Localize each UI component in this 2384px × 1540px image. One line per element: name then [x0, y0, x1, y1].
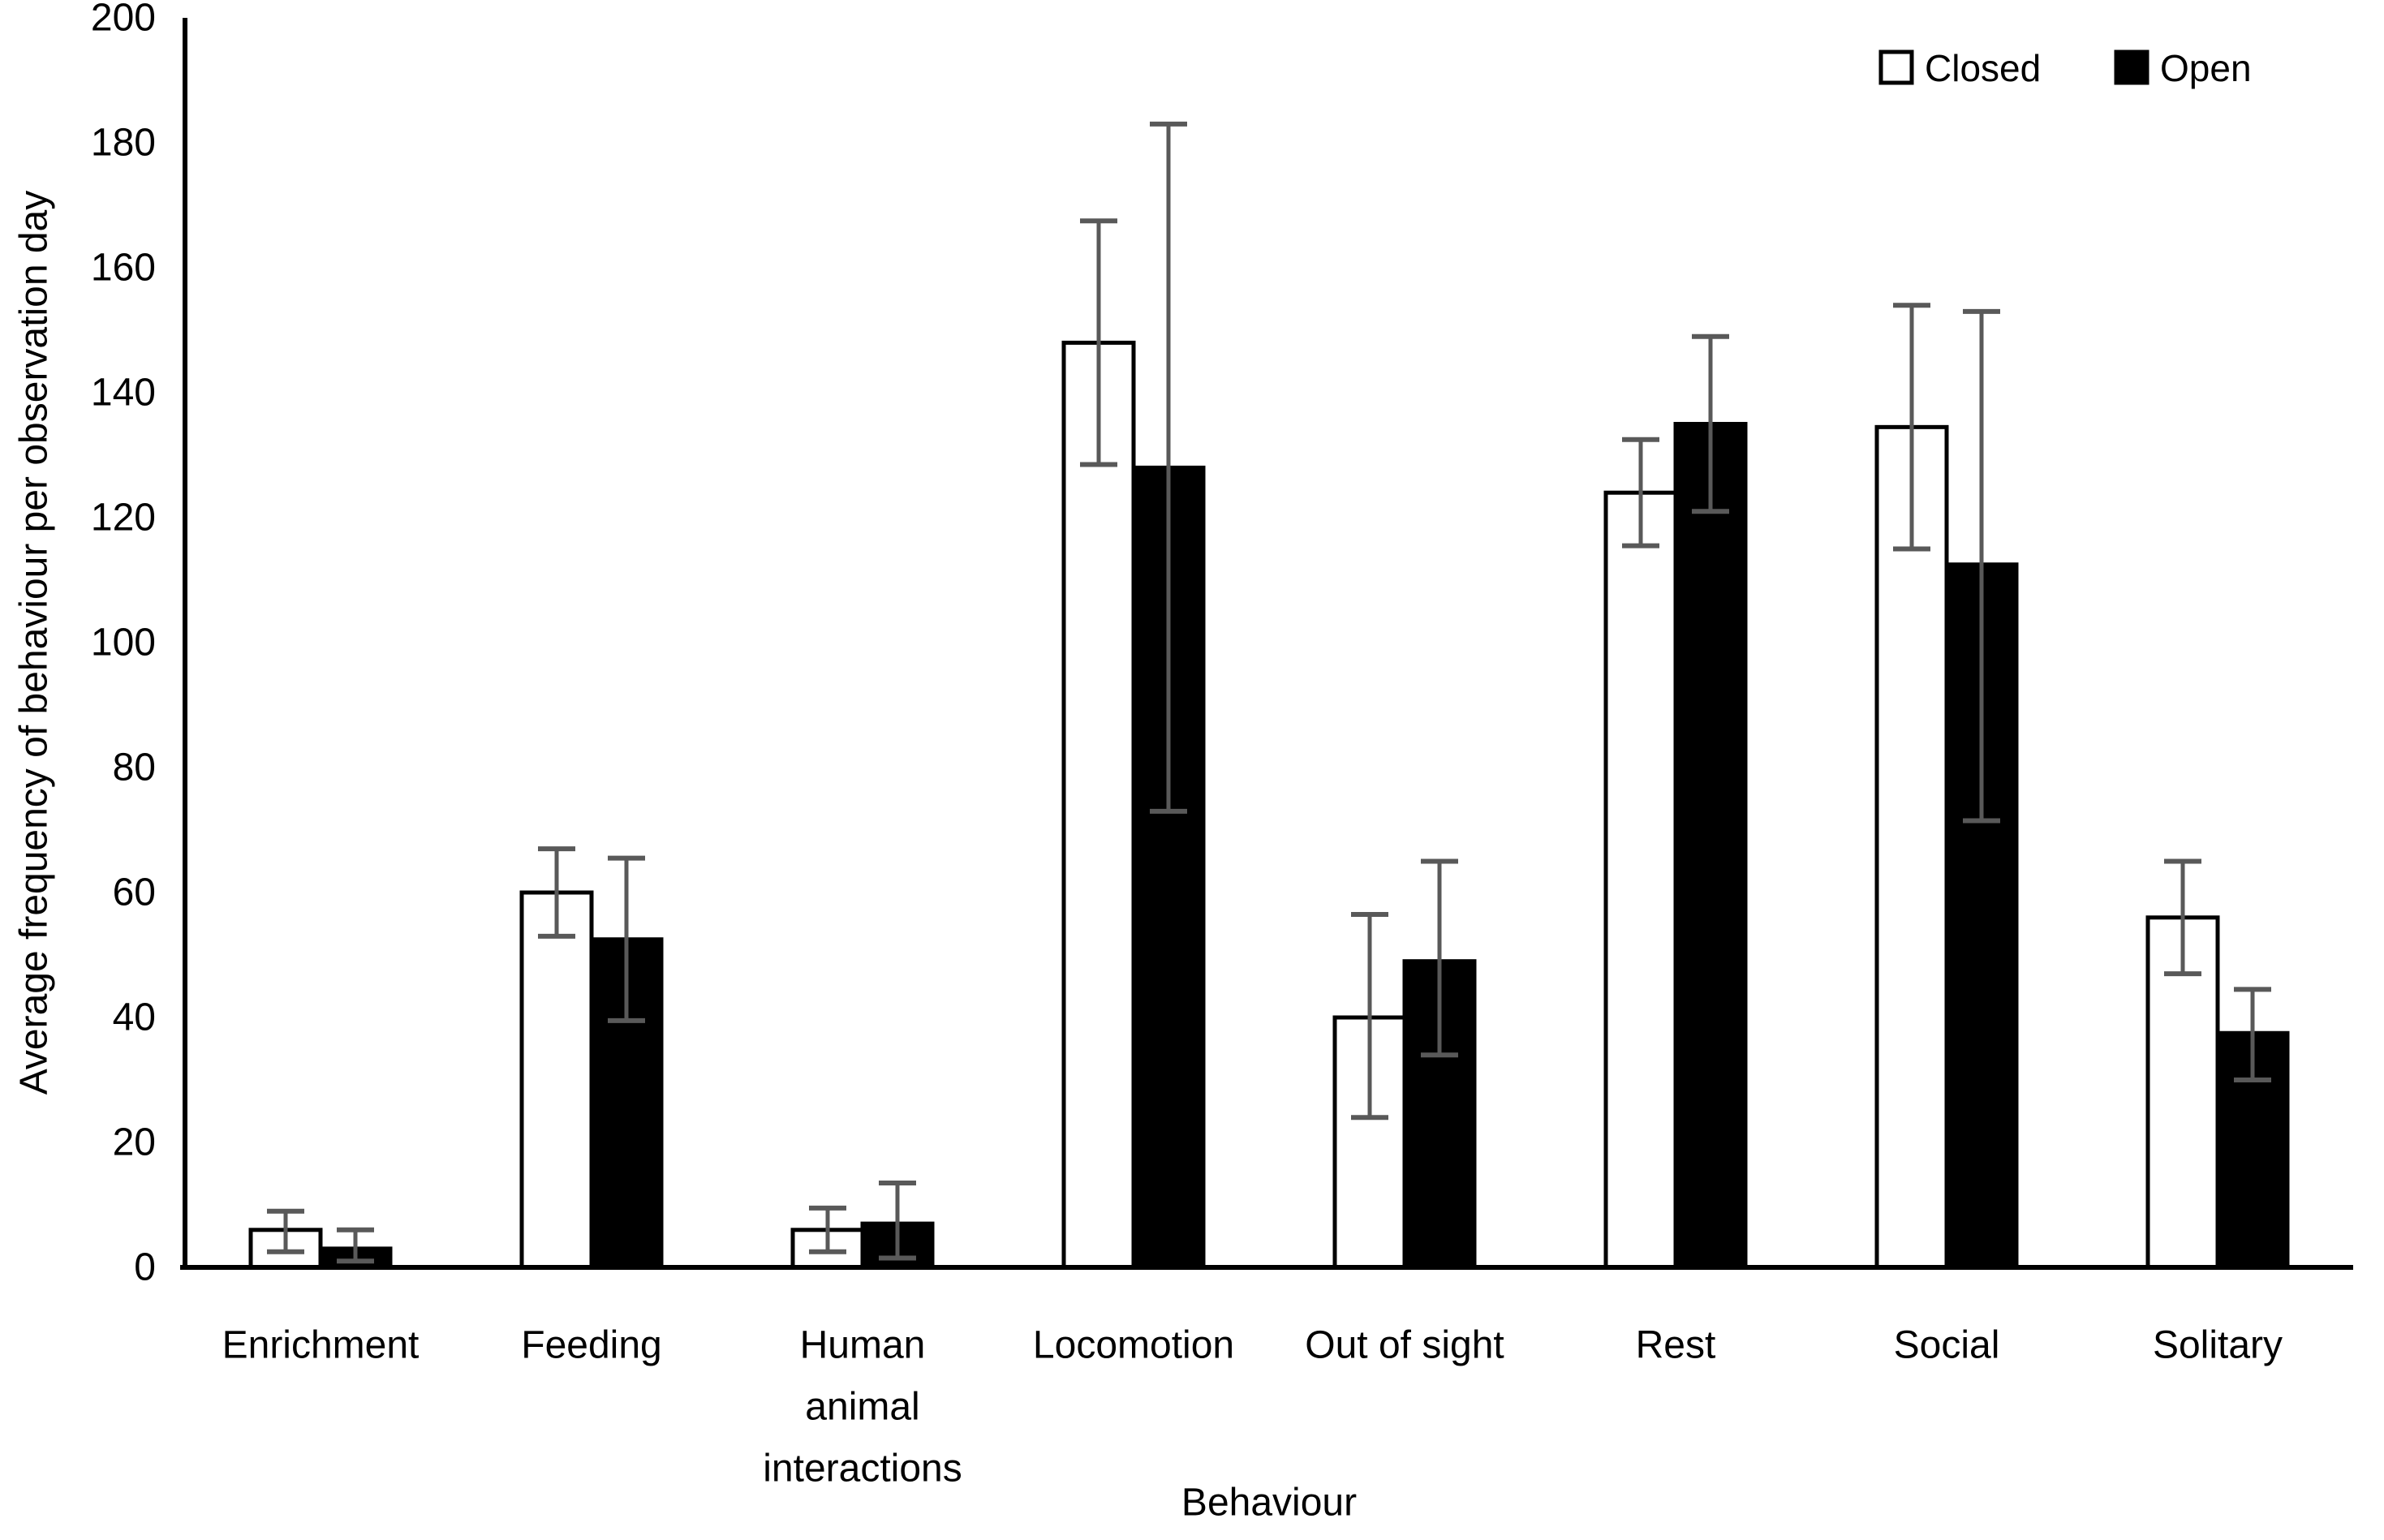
- x-category-label: Rest: [1636, 1324, 1716, 1367]
- error-bar-open-0: [337, 1227, 374, 1264]
- x-category-label: Out of sight: [1305, 1324, 1504, 1367]
- error-bar-closed-4: [1351, 911, 1388, 1121]
- y-tick-label: 200: [91, 0, 156, 40]
- y-axis-title: Average frequency of behaviour per obser…: [13, 191, 56, 1095]
- error-bar-open-5: [1692, 333, 1729, 514]
- error-bar-closed-2: [809, 1205, 846, 1254]
- error-bar-open-7: [2234, 987, 2271, 1082]
- legend-label-closed: Closed: [1925, 47, 2041, 89]
- x-category-label: interactions: [763, 1448, 962, 1491]
- error-bar-open-3: [1150, 121, 1187, 814]
- x-category-label: animal: [805, 1386, 919, 1429]
- y-tick-label: 80: [113, 746, 156, 789]
- error-bar-closed-6: [1893, 303, 1930, 552]
- bar-closed-1: [519, 890, 594, 1270]
- y-tick-label: 60: [113, 871, 156, 914]
- x-category-label: Solitary: [2153, 1324, 2283, 1367]
- legend-item-open: Open: [2114, 47, 2252, 89]
- legend-item-closed: Closed: [1878, 47, 2041, 89]
- error-bar-closed-5: [1622, 437, 1659, 548]
- legend-label-open: Open: [2160, 47, 2252, 89]
- legend-swatch-closed: [1878, 49, 1914, 85]
- x-category-label: Social: [1894, 1324, 2000, 1367]
- error-bar-open-4: [1421, 858, 1458, 1058]
- bar-closed-6: [1874, 424, 1949, 1270]
- error-bar-closed-3: [1080, 218, 1117, 467]
- bar-closed-3: [1061, 340, 1136, 1270]
- error-bar-closed-7: [2164, 858, 2201, 977]
- bar-open-5: [1673, 422, 1748, 1270]
- x-axis-title: Behaviour: [1181, 1482, 1357, 1525]
- legend-swatch-open: [2114, 49, 2149, 85]
- y-tick-label: 140: [91, 372, 156, 415]
- y-tick-label: 100: [91, 622, 156, 665]
- x-category-label: Feeding: [521, 1324, 661, 1367]
- error-bar-open-2: [879, 1181, 916, 1261]
- y-tick-label: 40: [113, 996, 156, 1039]
- y-tick-label: 160: [91, 247, 156, 290]
- bar-closed-5: [1603, 490, 1678, 1270]
- y-tick-label: 0: [134, 1246, 156, 1289]
- x-category-label: Human: [800, 1324, 926, 1367]
- x-category-label: Enrichment: [222, 1324, 420, 1367]
- error-bar-open-6: [1963, 308, 2000, 824]
- x-category-label: Locomotion: [1033, 1324, 1234, 1367]
- y-tick-label: 20: [113, 1121, 156, 1164]
- y-tick-label: 180: [91, 122, 156, 165]
- error-bars-group: [267, 121, 2271, 1264]
- y-tick-label: 120: [91, 497, 156, 540]
- legend: Closed Open: [1878, 47, 2252, 89]
- error-bar-open-1: [608, 855, 645, 1023]
- error-bar-closed-1: [538, 846, 575, 939]
- error-bar-closed-0: [267, 1208, 304, 1254]
